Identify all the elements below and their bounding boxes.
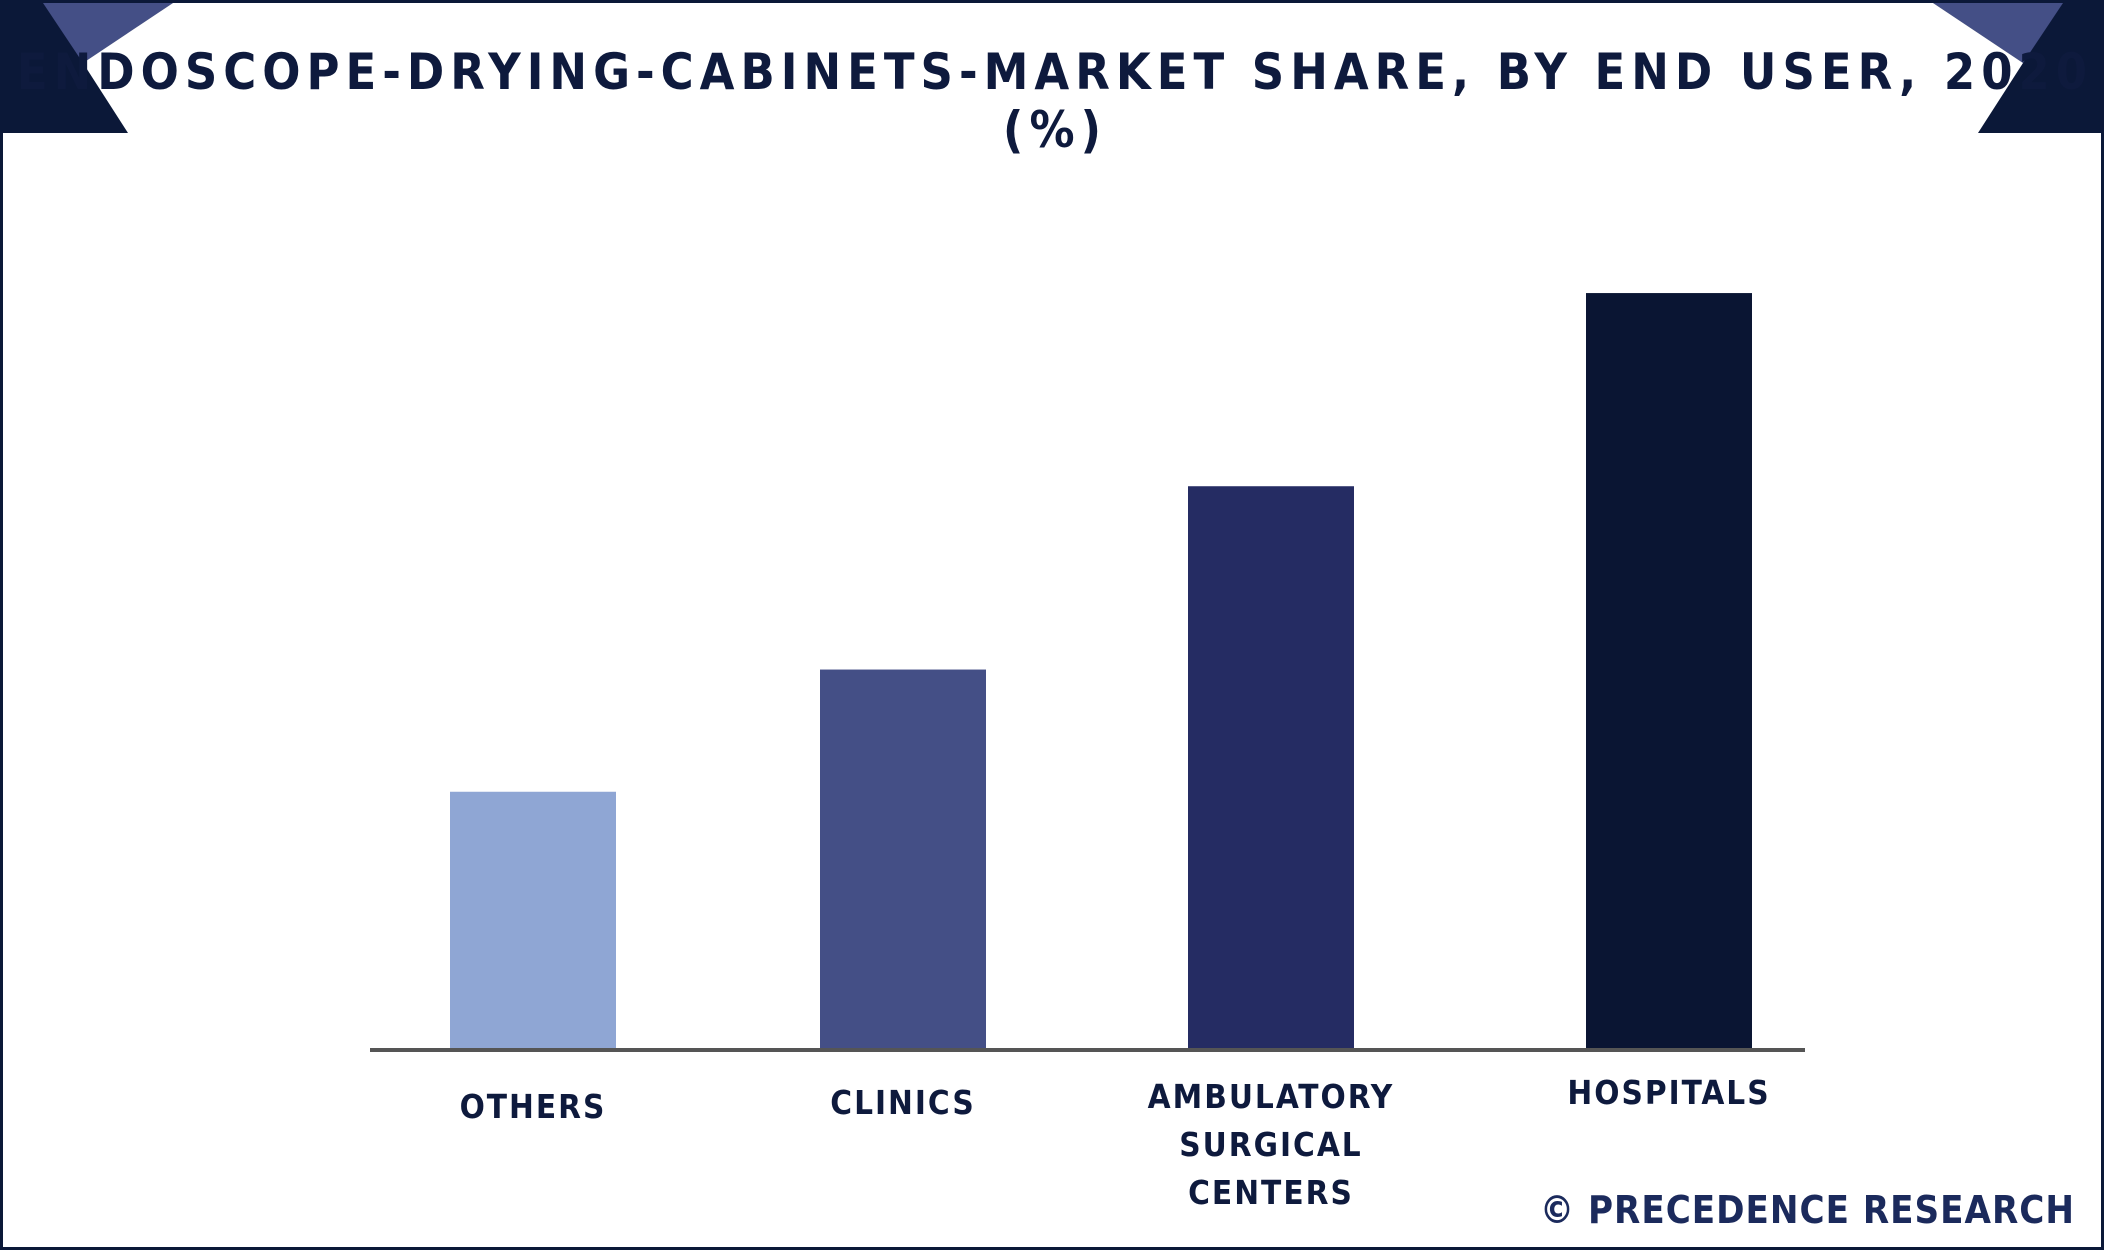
- bar-ambulatory-surgical-centers: [1188, 486, 1354, 1048]
- source-credit: © PRECEDENCE RESEARCH: [1539, 1188, 2075, 1232]
- header-white-banner: [83, 3, 2023, 133]
- header-banner: [3, 3, 2104, 133]
- bar-chart: [370, 293, 1805, 1052]
- header-accent-right: [1933, 3, 2063, 63]
- category-label-ambulatory-surgical-centers: AMBULATORY SURGICAL CENTERS: [1147, 1077, 1395, 1212]
- category-label-clinics: CLINICS: [830, 1083, 976, 1122]
- bar-hospitals: [1586, 293, 1752, 1048]
- header-accent-left: [43, 3, 173, 63]
- category-label-hospitals: HOSPITALS: [1567, 1073, 1771, 1112]
- bar-clinics: [820, 669, 986, 1048]
- chart-title: ENDOSCOPE-DRYING-CABINETS-MARKET SHARE, …: [16, 43, 2094, 159]
- bars-group: [450, 293, 1752, 1048]
- category-label-others: OTHERS: [459, 1087, 607, 1126]
- bar-others: [450, 791, 616, 1048]
